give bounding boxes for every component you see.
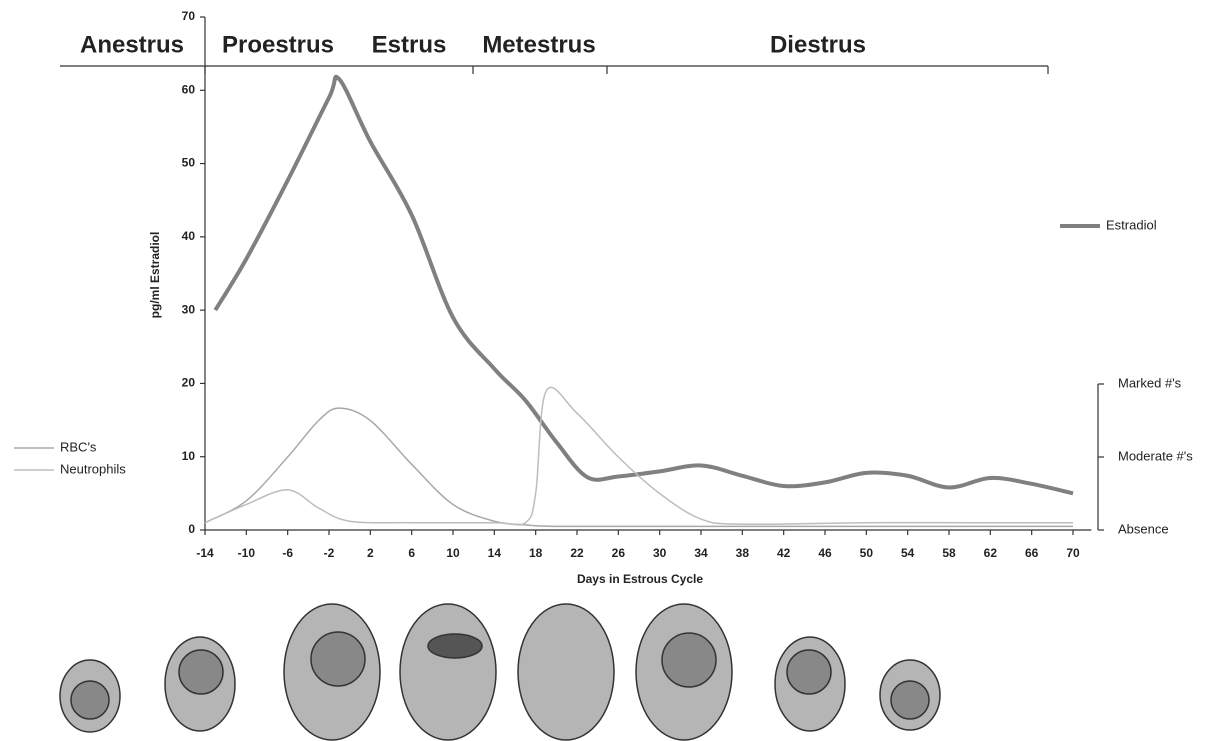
phase-label: Diestrus xyxy=(770,31,866,58)
phase-label: Proestrus xyxy=(222,31,334,58)
y-tick-label: 30 xyxy=(182,302,196,316)
y-tick-label: 50 xyxy=(182,156,196,170)
x-tick-label: 6 xyxy=(408,546,415,560)
x-tick-label: 54 xyxy=(901,546,915,560)
x-tick-label: 30 xyxy=(653,546,667,560)
phase-label: Estrus xyxy=(372,31,447,58)
y-tick-label: 20 xyxy=(182,376,196,390)
x-tick-label: -10 xyxy=(238,546,256,560)
y2-tick-label: Moderate #'s xyxy=(1118,448,1193,463)
x-tick-label: 22 xyxy=(570,546,584,560)
x-tick-label: 2 xyxy=(367,546,374,560)
x-tick-label: -6 xyxy=(282,546,293,560)
x-tick-label: 42 xyxy=(777,546,791,560)
y-tick-label: 10 xyxy=(182,449,196,463)
legend-label: Neutrophils xyxy=(60,461,126,476)
x-tick-label: 46 xyxy=(818,546,832,560)
x-tick-label: -2 xyxy=(324,546,335,560)
x-tick-label: 62 xyxy=(984,546,998,560)
x-tick-label: 58 xyxy=(942,546,956,560)
y-axis-label: pg/ml Estradiol xyxy=(148,232,162,319)
x-tick-label: 34 xyxy=(694,546,708,560)
y2-tick-label: Marked #'s xyxy=(1118,375,1182,390)
y-tick-label: 70 xyxy=(182,9,196,23)
line-series xyxy=(215,77,1073,494)
y2-tick-label: Absence xyxy=(1118,521,1169,536)
x-tick-label: 18 xyxy=(529,546,543,560)
x-tick-label: 38 xyxy=(736,546,750,560)
y-tick-label: 60 xyxy=(182,82,196,96)
y-tick-label: 0 xyxy=(188,522,195,536)
x-tick-label: 66 xyxy=(1025,546,1039,560)
phase-label: Anestrus xyxy=(80,31,184,58)
chart: pg/ml Estradiol Days in Estrous Cycle 0 1… xyxy=(0,0,1214,741)
y-tick-label: 40 xyxy=(182,229,196,243)
phase-label: Metestrus xyxy=(482,31,595,58)
legend-label: RBC's xyxy=(60,439,97,454)
x-tick-label: -14 xyxy=(196,546,214,560)
line-series xyxy=(205,408,1073,526)
x-tick-label: 50 xyxy=(860,546,874,560)
x-tick-label: 26 xyxy=(612,546,626,560)
x-tick-label: 70 xyxy=(1066,546,1080,560)
cells xyxy=(60,604,940,740)
x-tick-label: 14 xyxy=(488,546,502,560)
x-axis-label: Days in Estrous Cycle xyxy=(577,572,703,586)
x-tick-label: 10 xyxy=(446,546,460,560)
legend-label: Estradiol xyxy=(1106,217,1157,232)
